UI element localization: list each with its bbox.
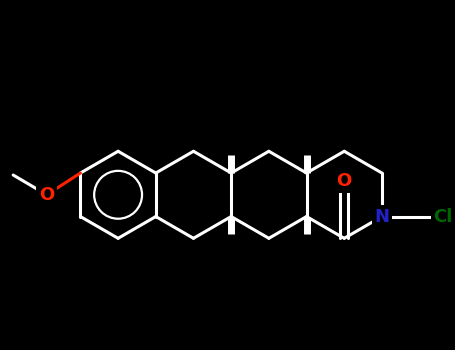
Text: N: N: [374, 208, 389, 225]
Text: O: O: [39, 186, 55, 204]
Text: O: O: [337, 172, 352, 190]
Text: Cl: Cl: [434, 208, 453, 225]
